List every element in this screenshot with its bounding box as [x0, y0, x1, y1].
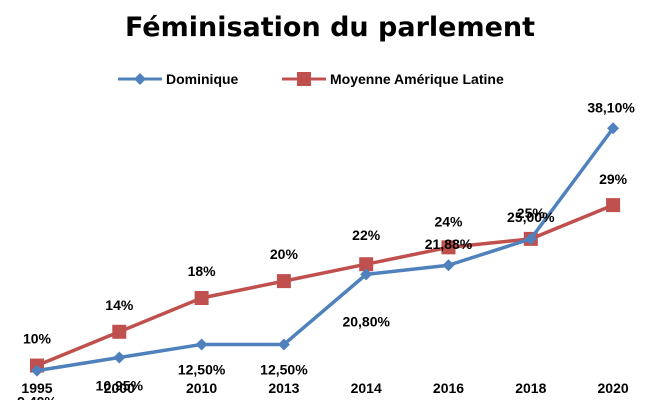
- data-label-dominique: 25,00%: [507, 209, 555, 225]
- data-point-moyenne: [606, 198, 621, 213]
- data-label-dominique: 12,50%: [260, 361, 308, 377]
- data-point-dominique: [113, 351, 126, 364]
- x-tick-label: 2016: [433, 380, 464, 396]
- data-point-dominique: [31, 364, 43, 377]
- series-line-moyenne: [36, 203, 614, 368]
- chart-title: Féminisation du parlement: [125, 12, 535, 43]
- x-axis-ticks: 1995 2000 2010 2013 2014 2016 2018 2020: [21, 380, 628, 396]
- x-tick-label: 2020: [598, 380, 629, 396]
- data-point-moyenne: [112, 324, 127, 339]
- data-label-moyenne: 25%: [517, 205, 546, 221]
- data-point-dominique: [442, 259, 455, 272]
- data-label-dominique: 20,80%: [342, 313, 390, 329]
- legend-marker-dominique: [134, 73, 146, 85]
- data-label-moyenne: 10%: [23, 331, 52, 347]
- series-line-dominique: [36, 127, 615, 373]
- data-label-moyenne: 20%: [270, 246, 299, 262]
- data-point-moyenne: [276, 274, 291, 289]
- data-point-dominique: [360, 268, 373, 281]
- data-point-dominique: [277, 338, 290, 351]
- x-tick-label: 2013: [268, 380, 299, 396]
- data-point-dominique: [195, 338, 208, 351]
- x-tick-label: 2000: [104, 380, 135, 396]
- legend: Dominique Moyenne Amérique Latine: [118, 71, 504, 87]
- data-label-moyenne: 24%: [434, 213, 463, 229]
- data-point-moyenne: [441, 240, 456, 255]
- data-label-moyenne: 14%: [105, 297, 134, 313]
- x-tick-label: 2018: [515, 380, 546, 396]
- data-label-moyenne: 29%: [599, 171, 628, 187]
- x-tick-label: 1995: [21, 380, 52, 396]
- legend-label-dominique: Dominique: [166, 71, 239, 87]
- data-point-moyenne: [359, 257, 374, 272]
- legend-item-dominique: Dominique: [118, 71, 239, 87]
- legend-marker-moyenne: [297, 72, 311, 86]
- data-label-dominique: 38,10%: [587, 99, 635, 115]
- x-tick-label: 2010: [186, 380, 217, 396]
- data-label-moyenne: 22%: [352, 227, 381, 243]
- data-label-dominique: 9,40%: [17, 394, 57, 400]
- legend-item-moyenne: Moyenne Amérique Latine: [282, 71, 504, 87]
- data-label-dominique: 12,50%: [178, 361, 226, 377]
- data-label-dominique: 21,88%: [425, 236, 473, 252]
- legend-label-moyenne: Moyenne Amérique Latine: [330, 71, 504, 87]
- plot-area: 9,40% 10,95% 12,50% 12,50% 20,80% 21,88% 25,00…: [17, 99, 635, 400]
- data-label-moyenne: 18%: [188, 263, 217, 279]
- data-point-dominique: [607, 122, 620, 135]
- data-point-dominique: [524, 232, 537, 245]
- data-label-dominique: 10,95%: [96, 378, 144, 394]
- data-point-moyenne: [194, 291, 209, 305]
- x-tick-label: 2014: [351, 380, 382, 396]
